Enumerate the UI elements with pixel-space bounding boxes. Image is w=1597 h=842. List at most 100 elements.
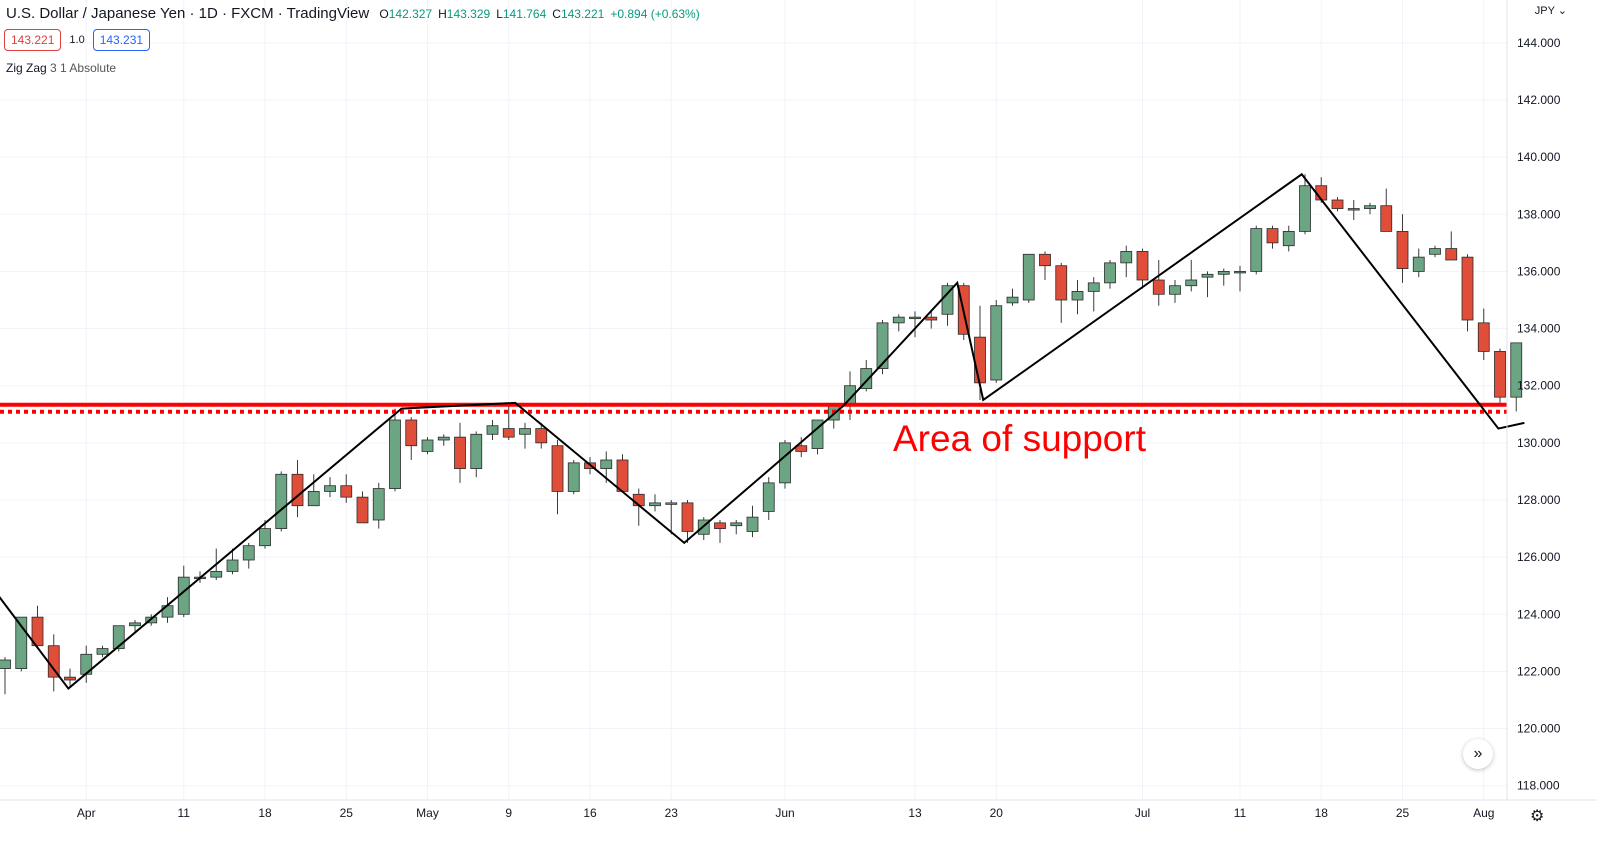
candle-body [535, 428, 548, 444]
support-zone [0, 402, 1507, 414]
candle [746, 505, 759, 538]
candle-body [1429, 248, 1441, 255]
candle-body [974, 336, 986, 384]
candle [1201, 271, 1214, 298]
candle [1364, 202, 1376, 215]
candle-body [1250, 228, 1263, 272]
candle [1022, 253, 1035, 303]
candle-body [324, 485, 336, 492]
candle-body [762, 482, 775, 512]
candle [470, 431, 483, 478]
candle-body [1494, 351, 1506, 398]
trade-buttons: 143.221 1.0 143.231 [4, 29, 151, 51]
time-tick-label: 18 [258, 806, 272, 820]
candle-body [925, 316, 938, 321]
candle-body [567, 462, 580, 492]
time-tick-label: 20 [990, 806, 1004, 820]
candle-body [1185, 279, 1198, 287]
candle [519, 422, 531, 449]
candle [1120, 245, 1133, 278]
candle [681, 500, 694, 543]
sell-button[interactable]: 143.221 [4, 29, 62, 51]
candle-body [1331, 199, 1344, 209]
candle-body [909, 316, 921, 320]
candle-body [1087, 282, 1100, 292]
candle-body [1071, 291, 1084, 301]
candle-body [746, 516, 759, 532]
candle-body [649, 502, 661, 507]
currency-selector[interactable]: JPY ⌄ [1535, 4, 1567, 17]
zigzag-indicator [0, 172, 1525, 691]
ohlc-item: +0.894 (+0.63%) [610, 7, 699, 21]
scroll-to-realtime-button[interactable]: » [1463, 739, 1493, 769]
ohlc-key: O [379, 7, 389, 21]
candle-body [291, 473, 304, 507]
candle-body [454, 436, 466, 469]
price-tick-label: 128.000 [1517, 493, 1561, 507]
candle [1055, 262, 1068, 323]
candle [925, 311, 938, 329]
price-tick-label: 140.000 [1517, 150, 1561, 164]
buy-button[interactable]: 143.231 [92, 29, 151, 51]
ohlc-item: H143.329 [438, 7, 490, 21]
indicator-legend[interactable]: Zig Zag 3 1 Absolute [6, 61, 116, 75]
candle [259, 520, 271, 549]
symbol-title[interactable]: U.S. Dollar / Japanese Yen · 1D · FXCM ·… [6, 5, 370, 22]
ohlc-readout: O142.327 H143.329 L141.764 C143.221 +0.894 (… [379, 7, 705, 21]
candle [1152, 260, 1165, 306]
candle [1136, 248, 1149, 289]
candle [649, 494, 661, 512]
candle-body [1477, 322, 1490, 352]
candle-body [112, 625, 125, 649]
candle-body [1445, 248, 1458, 261]
candle-body [1315, 185, 1328, 201]
candle-body [1396, 231, 1409, 269]
chevron-down-icon: ⌄ [1557, 5, 1567, 17]
candle-body [892, 316, 905, 324]
price-tick-label: 138.000 [1517, 207, 1561, 221]
time-tick-label: 16 [583, 806, 597, 820]
candle [1299, 174, 1311, 235]
time-tick-label: 25 [1396, 806, 1410, 820]
candle-body [714, 522, 726, 529]
candle [96, 645, 109, 658]
price-tick-label: 118.000 [1517, 779, 1560, 793]
price-tick-label: 134.000 [1517, 322, 1561, 336]
candle-body [0, 659, 11, 669]
candle [275, 471, 288, 532]
candle-body [372, 488, 385, 521]
ohlc-item: O142.327 [379, 7, 432, 21]
indicator-params: 3 1 Absolute [50, 61, 117, 75]
settings-button[interactable]: ⚙ [1530, 806, 1544, 826]
ohlc-value: +0.894 (+0.63%) [610, 7, 700, 21]
candle [795, 437, 808, 458]
candle [1477, 308, 1490, 360]
candle-body [1055, 265, 1068, 301]
candle-body [811, 419, 824, 449]
candle-body [96, 648, 109, 655]
candle [567, 460, 580, 495]
ohlc-key: L [496, 7, 503, 21]
candle [665, 500, 678, 535]
candle-body [1347, 208, 1360, 211]
candle-body [795, 445, 808, 452]
candle-body [307, 491, 320, 507]
candle-body [31, 616, 44, 647]
candle-body [1282, 231, 1295, 247]
candle [876, 320, 889, 375]
candle [226, 548, 239, 575]
candle-body [665, 502, 678, 505]
candle-body [519, 428, 531, 435]
candle-body [242, 545, 255, 561]
time-tick-label: 11 [1234, 806, 1247, 820]
time-tick-label: Apr [77, 806, 96, 820]
candle-body [259, 528, 271, 547]
candle-body [275, 473, 288, 529]
chart-grid [0, 0, 1507, 800]
candle [1217, 268, 1230, 286]
candle [242, 542, 255, 569]
zigzag-line [0, 172, 1525, 691]
candle-body [1169, 285, 1181, 295]
candle-body [1510, 342, 1523, 398]
